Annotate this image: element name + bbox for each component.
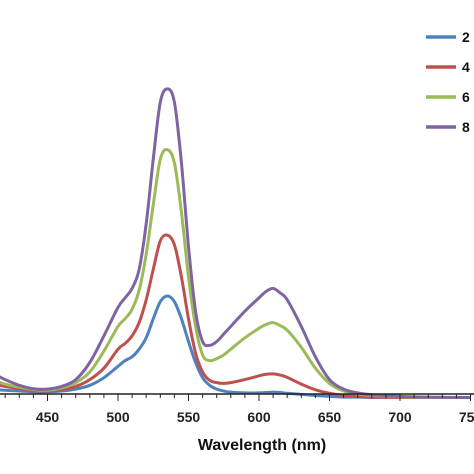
x-tick-label: 550 bbox=[177, 409, 201, 425]
legend-item-4[interactable]: 4 bbox=[426, 59, 470, 75]
x-tick-label: 700 bbox=[388, 409, 412, 425]
legend-label: 2 bbox=[462, 29, 470, 45]
legend-label: 6 bbox=[462, 89, 470, 105]
series-line-4 bbox=[0, 233, 471, 399]
series-line-8 bbox=[0, 87, 471, 399]
legend-item-8[interactable]: 8 bbox=[426, 119, 470, 135]
legend-label: 8 bbox=[462, 119, 470, 135]
legend[interactable]: 2 4 6 8 bbox=[426, 29, 470, 135]
x-minor-ticks bbox=[4, 394, 471, 401]
x-tick-label: 650 bbox=[318, 409, 342, 425]
x-tick-labels: 450 500 550 600 650 700 750 bbox=[36, 409, 474, 425]
legend-item-2[interactable]: 2 bbox=[426, 29, 470, 45]
plot-area bbox=[0, 87, 471, 400]
x-axis-label: Wavelength (nm) bbox=[198, 437, 326, 454]
legend-item-6[interactable]: 6 bbox=[426, 89, 470, 105]
x-tick-label: 500 bbox=[106, 409, 130, 425]
x-tick-label: 750 bbox=[459, 409, 474, 425]
x-tick-label: 450 bbox=[36, 409, 60, 425]
x-tick-label: 600 bbox=[247, 409, 271, 425]
series-line-6 bbox=[0, 148, 471, 400]
legend-label: 4 bbox=[462, 59, 470, 75]
